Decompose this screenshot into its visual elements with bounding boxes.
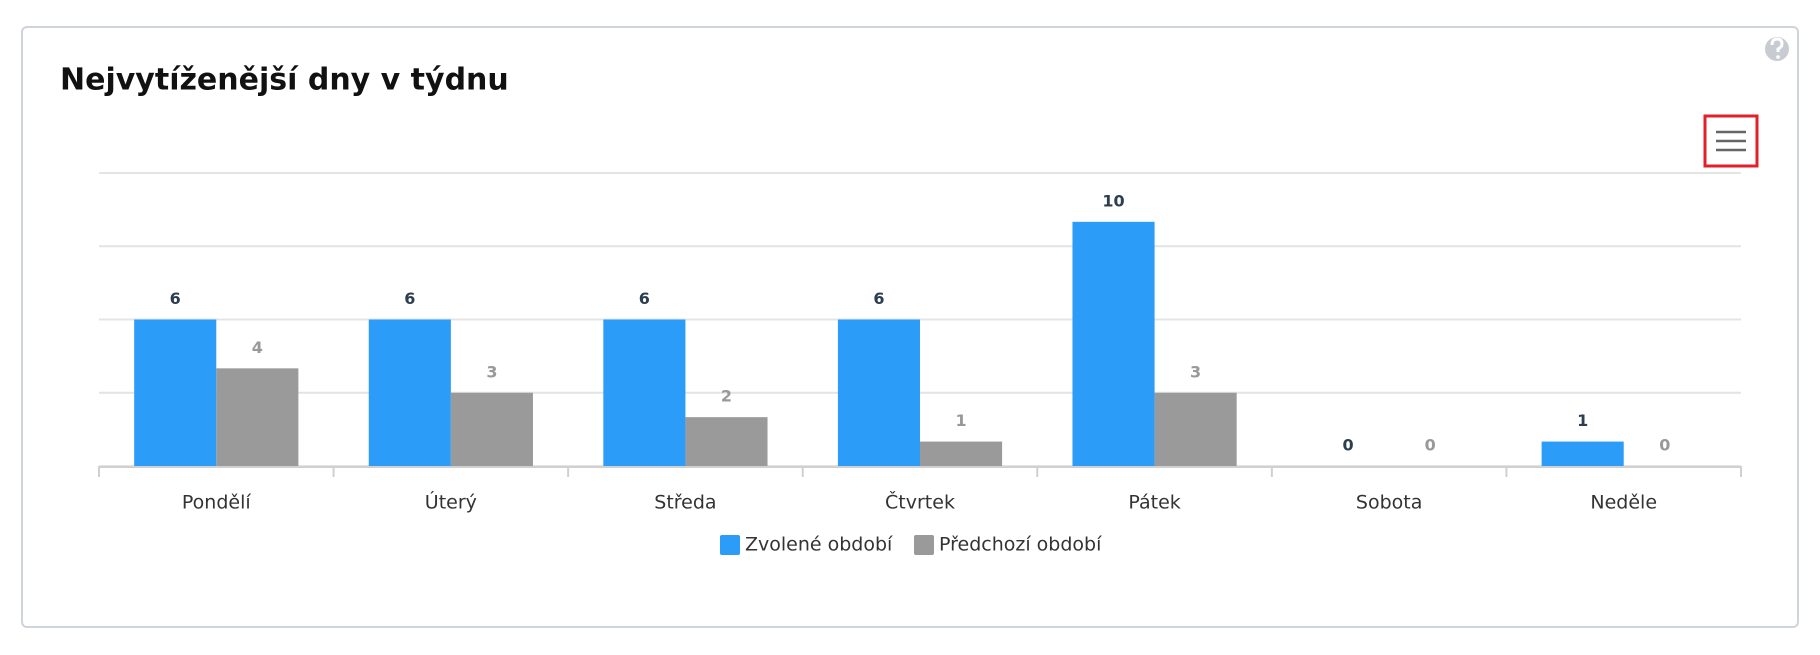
data-label: 3 <box>1190 362 1201 381</box>
data-label: 1 <box>1577 411 1588 430</box>
x-tick-label: Neděle <box>1590 492 1657 514</box>
x-tick-label: Pátek <box>1128 492 1180 514</box>
bar <box>1154 392 1237 466</box>
bar <box>368 319 451 466</box>
menu-button[interactable] <box>1703 114 1759 168</box>
data-label: 6 <box>404 289 415 308</box>
x-tick-label: Pondělí <box>182 492 251 514</box>
bar <box>450 392 533 466</box>
data-label: 1 <box>955 411 966 430</box>
x-tick-label: Úterý <box>425 490 477 514</box>
x-tick-label: Středa <box>654 492 716 514</box>
legend-swatch[interactable] <box>720 535 740 555</box>
data-label: 4 <box>252 338 263 357</box>
bar <box>1072 221 1155 466</box>
data-label: 0 <box>1659 436 1670 455</box>
chart-title: Nejvytíženější dny v týdnu <box>60 63 509 98</box>
data-label: 0 <box>1425 436 1436 455</box>
bar <box>216 368 299 466</box>
bar <box>837 319 920 466</box>
data-label: 6 <box>873 289 884 308</box>
legend-label[interactable]: Předchozí období <box>939 534 1102 556</box>
bar <box>603 319 686 466</box>
bar <box>920 441 1003 466</box>
legend-swatch[interactable] <box>914 535 934 555</box>
data-label: 10 <box>1102 191 1124 210</box>
data-label: 6 <box>639 289 650 308</box>
bar <box>134 319 217 466</box>
legend-label[interactable]: Zvolené období <box>745 534 893 556</box>
x-tick-label: Sobota <box>1356 492 1422 514</box>
data-label: 2 <box>721 387 732 406</box>
x-tick-label: Čtvrtek <box>885 490 955 514</box>
bar <box>1541 441 1624 466</box>
data-label: 0 <box>1343 436 1354 455</box>
data-label: 3 <box>486 362 497 381</box>
bar <box>685 417 768 466</box>
help-icon[interactable] <box>1765 37 1789 61</box>
data-label: 6 <box>170 289 181 308</box>
